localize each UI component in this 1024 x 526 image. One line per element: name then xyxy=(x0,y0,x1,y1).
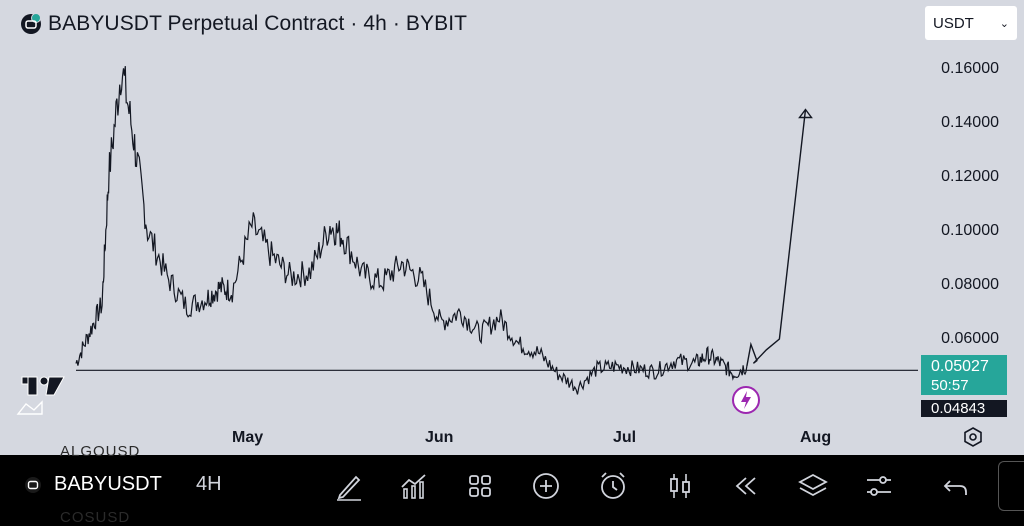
bybit-logo-icon xyxy=(25,476,41,493)
projection-arrow-drawing[interactable] xyxy=(746,109,807,367)
alert-icon[interactable] xyxy=(596,469,630,503)
price-chart[interactable] xyxy=(0,0,1024,455)
y-axis-tick: 0.10000 xyxy=(941,222,999,239)
lightning-icon[interactable] xyxy=(731,385,761,415)
layers-icon[interactable] xyxy=(796,469,830,503)
add-icon[interactable] xyxy=(529,469,563,503)
chevron-down-icon: ⌄ xyxy=(999,17,1009,30)
tradingview-logo-icon xyxy=(16,376,65,415)
x-axis-tick: Jun xyxy=(425,429,454,446)
currency-selector[interactable]: USDT ⌄ xyxy=(925,6,1017,40)
symbol-label: BABYUSDT xyxy=(54,473,162,495)
bybit-logo-icon[interactable] xyxy=(20,13,42,35)
chart-type-icon[interactable] xyxy=(663,469,697,503)
chart-header: BABYUSDT Perpetual Contract · 4h · BYBIT xyxy=(20,10,467,38)
chart-title[interactable]: BABYUSDT Perpetual Contract · 4h · BYBIT xyxy=(48,12,468,35)
y-axis-tick: 0.16000 xyxy=(941,60,999,77)
arrow-head xyxy=(798,108,813,119)
bar-countdown: 50:57 xyxy=(931,377,969,394)
chart-settings-icon[interactable] xyxy=(962,426,984,448)
y-axis-tick: 0.14000 xyxy=(941,114,999,131)
currency-value: USDT xyxy=(933,14,974,32)
ghost-text: COSUSD xyxy=(60,509,131,526)
replay-icon[interactable] xyxy=(729,469,763,503)
layouts-icon[interactable] xyxy=(463,469,497,503)
x-axis-tick: Jul xyxy=(613,429,637,446)
y-axis-tick: 0.08000 xyxy=(941,276,999,293)
x-axis-tick: May xyxy=(232,429,264,446)
interval-selector[interactable]: 4H xyxy=(196,473,222,495)
y-axis-tick: 0.06000 xyxy=(941,330,999,347)
bottom-toolbar: ALGOUSD BABYUSDT 4H xyxy=(0,443,1024,526)
last-price: 0.05027 xyxy=(931,358,989,375)
x-axis-tick: Aug xyxy=(800,429,832,446)
undo-icon[interactable] xyxy=(940,469,974,503)
draw-icon[interactable] xyxy=(332,469,366,503)
settings-sliders-icon[interactable] xyxy=(862,469,896,503)
toolbar-overflow-handle[interactable] xyxy=(998,461,1024,511)
last-price-tag: 0.05027 50:57 xyxy=(921,355,1007,395)
chart-area[interactable] xyxy=(0,0,1024,455)
ghost-text: ALGOUSD xyxy=(60,443,141,460)
symbol-selector[interactable]: BABYUSDT xyxy=(24,473,162,496)
horizontal-line-price-tag: 0.04843 xyxy=(921,400,1007,417)
indicators-icon[interactable] xyxy=(397,469,431,503)
price-series-line xyxy=(75,66,748,395)
y-axis-tick: 0.12000 xyxy=(941,168,999,185)
